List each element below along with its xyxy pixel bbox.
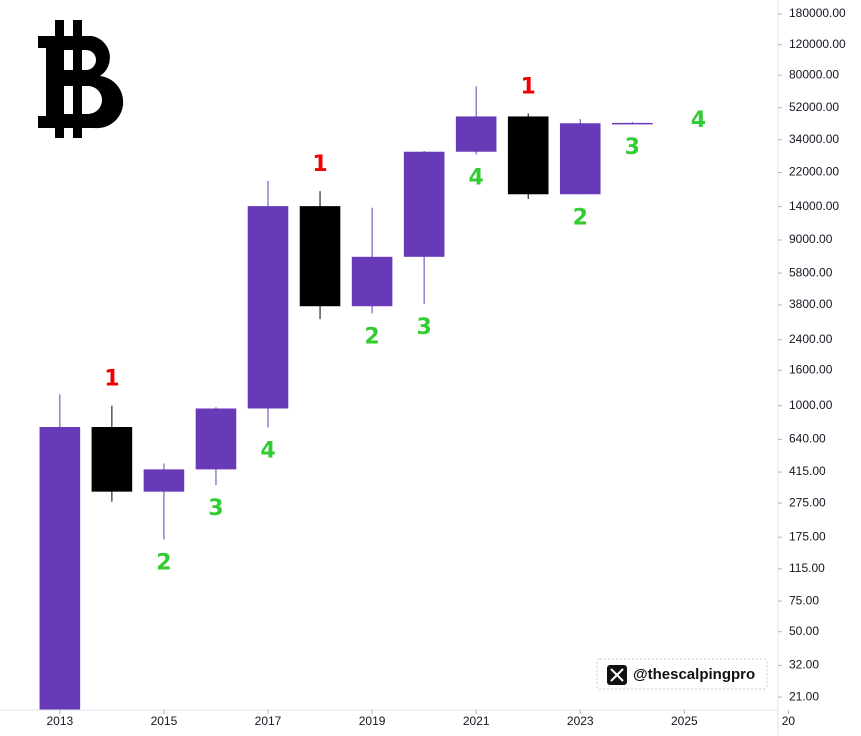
- y-tick-label: 9000.00: [789, 232, 833, 246]
- candle-body: [559, 123, 601, 195]
- candle-body: [143, 469, 185, 492]
- x-tick-label: 2025: [671, 714, 698, 728]
- annotation: 1: [312, 152, 327, 177]
- y-tick-label: 415.00: [789, 464, 826, 478]
- x-tick-label: 20: [782, 714, 796, 728]
- y-tick-label: 50.00: [789, 624, 819, 638]
- y-tick-label: 175.00: [789, 529, 826, 543]
- annotation: 4: [691, 108, 706, 133]
- x-tick-label: 2023: [567, 714, 594, 728]
- y-tick-label: 275.00: [789, 495, 826, 509]
- y-tick-label: 14000.00: [789, 199, 839, 213]
- y-tick-label: 180000.00: [789, 6, 846, 20]
- annotation: 3: [625, 135, 640, 160]
- y-tick-label: 1000.00: [789, 398, 833, 412]
- annotation: 1: [104, 367, 119, 392]
- x-tick-label: 2017: [255, 714, 282, 728]
- candle-body: [455, 116, 497, 152]
- x-tick-label: 2021: [463, 714, 490, 728]
- y-tick-label: 2400.00: [789, 332, 833, 346]
- y-tick-label: 3800.00: [789, 297, 833, 311]
- candle-body: [403, 151, 445, 257]
- y-tick-label: 80000.00: [789, 67, 839, 81]
- annotation: 3: [416, 315, 431, 340]
- annotation: 2: [573, 205, 588, 230]
- candle-body: [507, 116, 549, 195]
- y-tick-label: 22000.00: [789, 165, 839, 179]
- candle-body: [299, 206, 341, 307]
- y-tick-label: 52000.00: [789, 100, 839, 114]
- annotation: 2: [156, 550, 171, 575]
- annotation: 4: [260, 438, 275, 463]
- y-tick-label: 34000.00: [789, 132, 839, 146]
- watermark-text: @thescalpingpro: [633, 666, 755, 683]
- y-tick-label: 75.00: [789, 593, 819, 607]
- candle-body: [351, 256, 393, 307]
- candle-body: [195, 408, 237, 470]
- watermark: @thescalpingpro: [596, 658, 768, 690]
- annotation: 2: [364, 324, 379, 349]
- candle-body: [611, 122, 653, 125]
- candle-body: [39, 427, 81, 710]
- bitcoin-logo: [38, 20, 124, 138]
- x-tick-label: 2019: [359, 714, 386, 728]
- y-tick-label: 115.00: [789, 561, 825, 575]
- candle-body: [247, 206, 289, 409]
- y-tick-label: 21.00: [789, 689, 819, 703]
- x-tick-label: 2015: [151, 714, 178, 728]
- annotation: 1: [521, 74, 536, 99]
- x-tick-label: 2013: [46, 714, 73, 728]
- annotation: 4: [469, 165, 484, 190]
- candle-body: [91, 427, 133, 492]
- y-tick-label: 1600.00: [789, 362, 833, 376]
- y-tick-label: 120000.00: [789, 37, 846, 51]
- annotation: 3: [208, 496, 223, 521]
- y-tick-label: 640.00: [789, 432, 826, 446]
- y-tick-label: 5800.00: [789, 265, 833, 279]
- y-tick-label: 32.00: [789, 658, 819, 672]
